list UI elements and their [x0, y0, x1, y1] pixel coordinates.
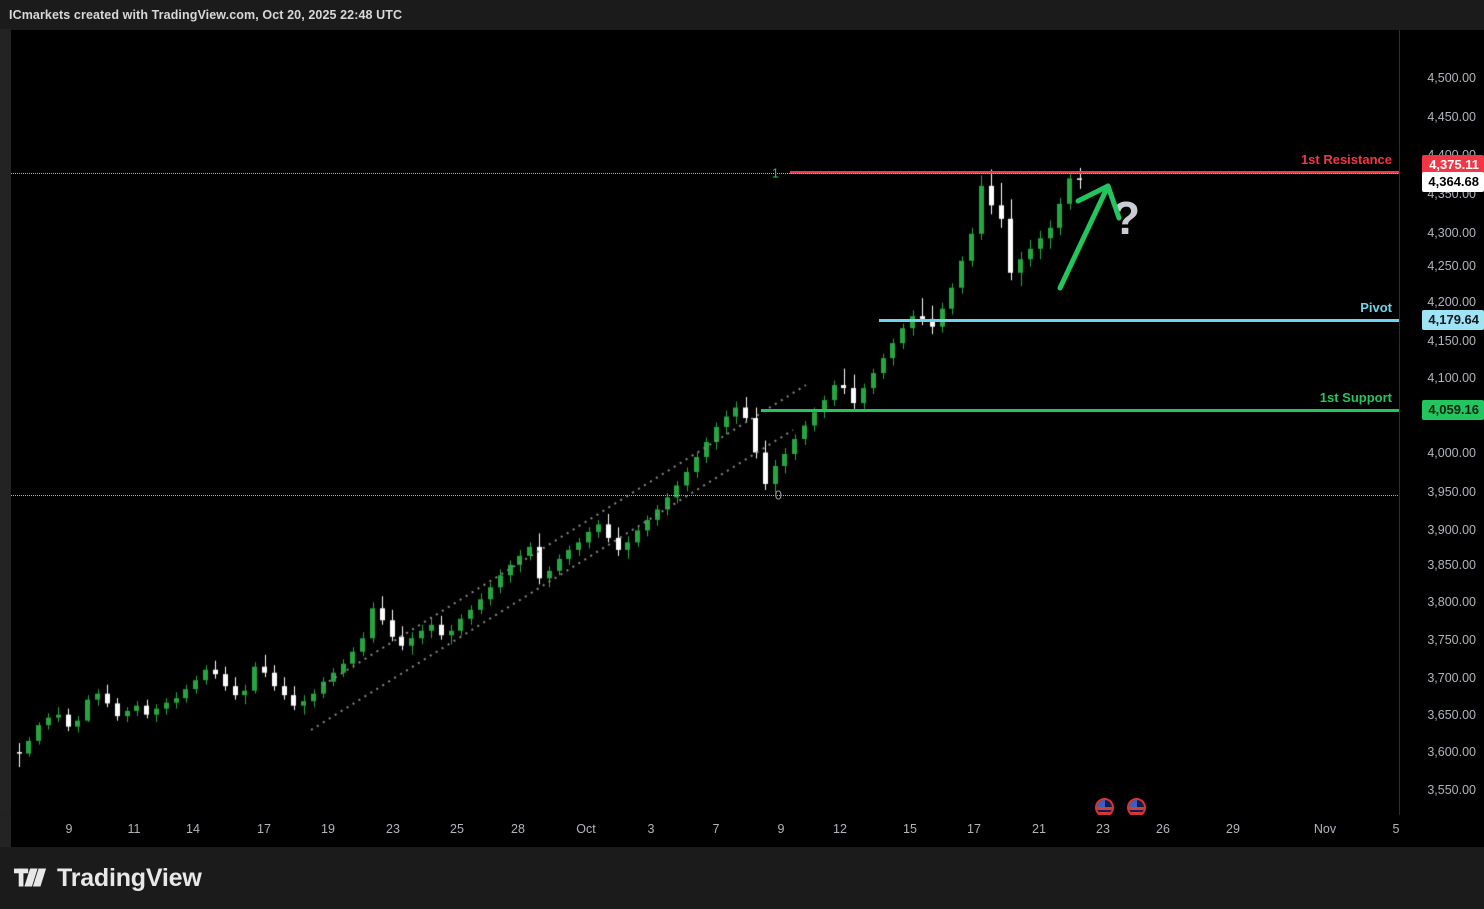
price-axis-tick: 4,250.00: [1427, 259, 1476, 273]
tradingview-logo[interactable]: TradingView: [14, 864, 202, 893]
flag-stripe: [1129, 807, 1144, 810]
us-flag-icon: [1129, 800, 1138, 808]
chart-footer: TradingView: [0, 847, 1484, 909]
time-axis-tick: Oct: [576, 822, 596, 836]
resistance-price-pill[interactable]: 4,375.11: [1422, 155, 1484, 175]
candlestick-canvas: [11, 30, 1400, 815]
chart-plot-area[interactable]: 1st Resistance Pivot 1st Support 1 0 ?: [11, 30, 1400, 815]
time-axis-tick: 17: [257, 822, 271, 836]
fib-low-dotted-line: [11, 495, 1400, 496]
time-axis-tick: 5: [1392, 822, 1400, 836]
price-axis-tick: 3,800.00: [1427, 595, 1476, 609]
attribution-text: ICmarkets created with TradingView.com, …: [9, 7, 403, 22]
price-axis-tick: 3,600.00: [1427, 745, 1476, 759]
time-axis-tick: 25: [450, 822, 464, 836]
chart-header: ICmarkets created with TradingView.com, …: [0, 0, 1484, 29]
economic-event-us-2[interactable]: [1127, 798, 1146, 815]
time-axis-tick: 21: [1032, 822, 1046, 836]
resistance-line[interactable]: [790, 171, 1400, 174]
time-axis-tick: 26: [1156, 822, 1170, 836]
price-axis-tick: 3,850.00: [1427, 558, 1476, 572]
axis-separator: [1399, 30, 1400, 815]
time-axis-tick: 23: [1096, 822, 1110, 836]
time-axis-tick: 17: [967, 822, 981, 836]
pivot-line[interactable]: [879, 319, 1400, 322]
support-line[interactable]: [761, 409, 1400, 412]
tradingview-logo-text: TradingView: [57, 863, 202, 892]
flag-stripe: [1097, 812, 1112, 815]
price-axis-tick: 4,500.00: [1427, 71, 1476, 85]
price-axis-tick: 3,750.00: [1427, 633, 1476, 647]
price-axis-tick: 4,100.00: [1427, 371, 1476, 385]
up-arrow-icon: [1057, 183, 1122, 291]
price-axis[interactable]: 4,500.004,450.004,400.004,350.004,300.00…: [1400, 30, 1484, 834]
price-axis-tick: 3,550.00: [1427, 783, 1476, 797]
time-axis-tick: 29: [1226, 822, 1240, 836]
price-axis-tick: 3,650.00: [1427, 708, 1476, 722]
flag-stripe: [1097, 807, 1112, 810]
price-axis-tick: 4,450.00: [1427, 110, 1476, 124]
time-axis-tick: 9: [65, 822, 73, 836]
fib-high-dotted-line: [11, 173, 1400, 174]
support-label: 1st Support: [1319, 390, 1392, 405]
time-axis-tick: 15: [903, 822, 917, 836]
pivot-label: Pivot: [1360, 300, 1392, 315]
time-axis-tick: 12: [833, 822, 847, 836]
price-axis-tick: 3,900.00: [1427, 523, 1476, 537]
time-axis-tick: 19: [321, 822, 335, 836]
time-axis-tick: Nov: [1313, 822, 1337, 836]
time-axis-tick: 7: [712, 822, 720, 836]
time-axis-tick: 28: [511, 822, 525, 836]
fib-low-marker: 0: [774, 487, 782, 503]
price-axis-tick: 4,300.00: [1427, 226, 1476, 240]
us-flag-icon: [1097, 800, 1106, 808]
time-axis[interactable]: 9 11 14 17 19 23 25 28 Oct 3 7 9 12 15 17 21 23 26 29 Nov 5: [11, 815, 1484, 847]
time-axis-tick: 23: [386, 822, 400, 836]
economic-event-us-1[interactable]: [1095, 798, 1114, 815]
time-axis-tick: 14: [186, 822, 200, 836]
fib-high-marker: 1: [771, 165, 779, 181]
support-price-pill[interactable]: 4,059.16: [1422, 400, 1484, 420]
time-axis-tick: 11: [127, 822, 141, 836]
time-axis-tick: 9: [777, 822, 785, 836]
tradingview-logo-icon: [14, 868, 47, 887]
price-axis-tick: 4,200.00: [1427, 295, 1476, 309]
time-axis-tick: 3: [647, 822, 655, 836]
price-axis-tick: 4,150.00: [1427, 334, 1476, 348]
flag-stripe: [1129, 812, 1144, 815]
price-axis-tick: 3,950.00: [1427, 485, 1476, 499]
resistance-label: 1st Resistance: [1300, 152, 1392, 167]
current-price-pill[interactable]: 4,364.68: [1422, 172, 1484, 192]
left-gutter: [0, 29, 11, 847]
price-axis-tick: 4,000.00: [1427, 446, 1476, 460]
price-axis-tick: 3,700.00: [1427, 671, 1476, 685]
pivot-price-pill[interactable]: 4,179.64: [1422, 310, 1484, 330]
